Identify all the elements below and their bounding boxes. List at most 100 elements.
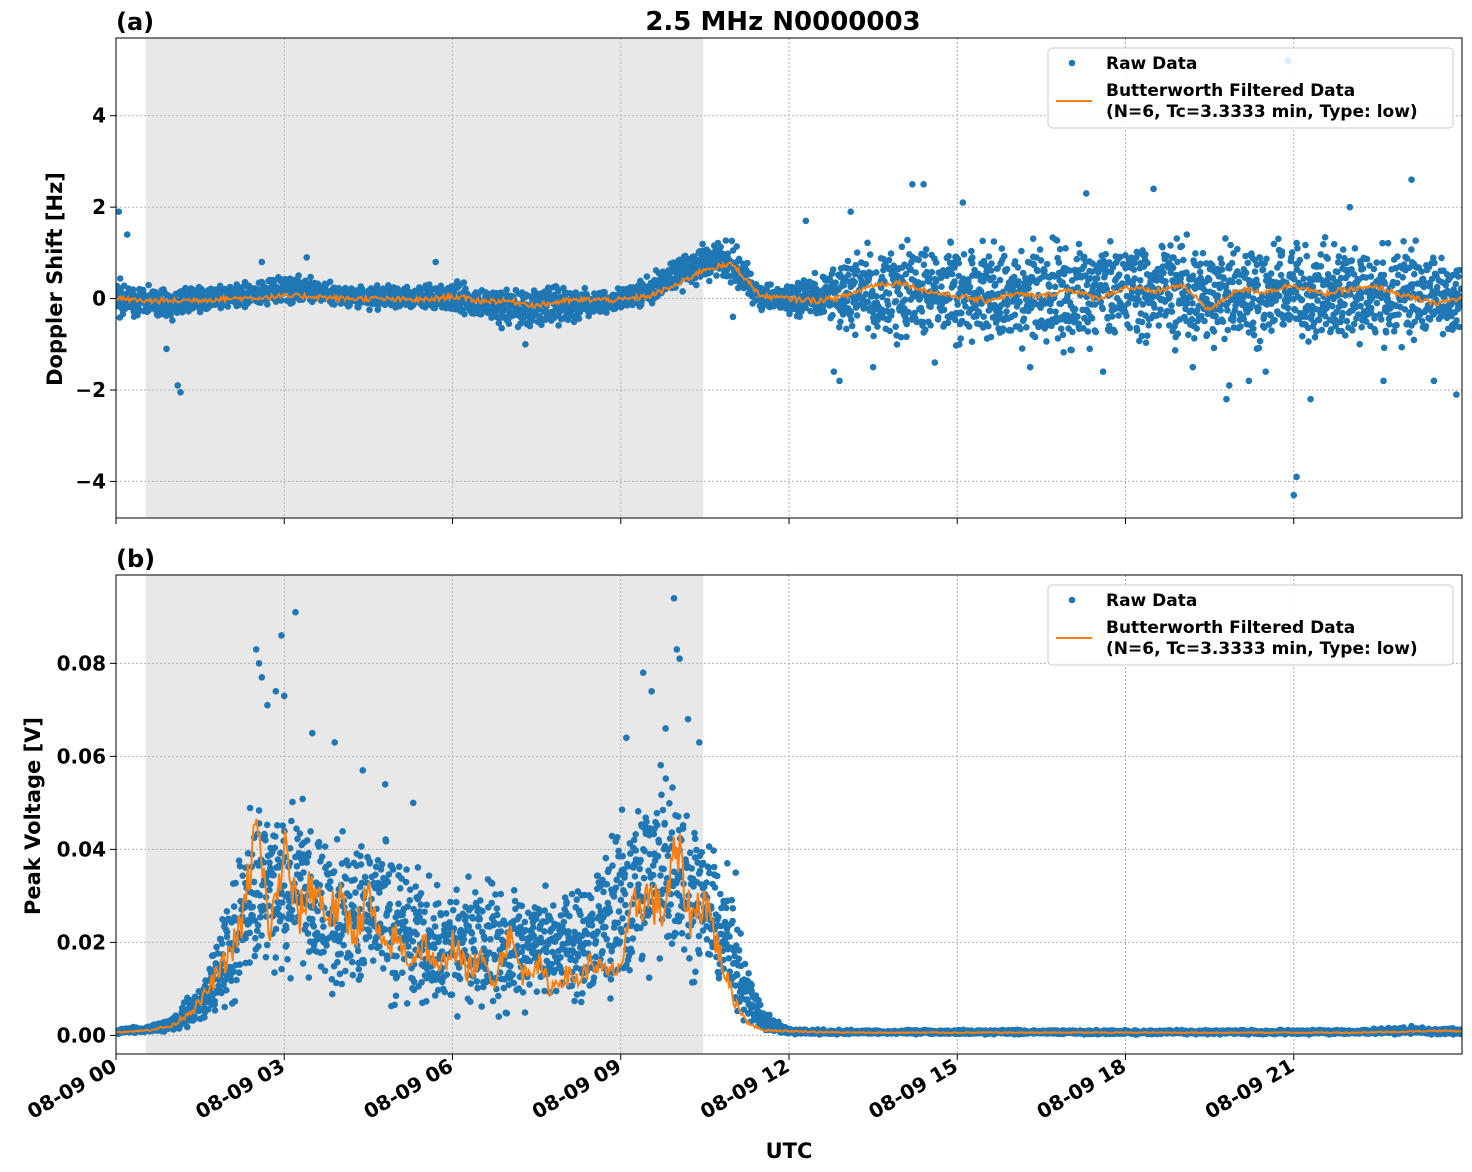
panel-b-raw-point [487, 935, 494, 943]
panel-a-raw-point [1385, 302, 1393, 309]
panel-a-raw-point [1243, 309, 1251, 316]
panel-a-raw-point [1280, 321, 1287, 328]
panel-a-raw-outlier [1346, 203, 1354, 211]
panel-b-raw-point [473, 978, 481, 985]
panel-a-raw-point [922, 271, 929, 279]
panel-a-raw-point [1189, 300, 1196, 307]
panel-b-raw-point [637, 856, 644, 864]
panel-a-raw-point [1210, 344, 1218, 352]
panel-a-raw-point [1004, 284, 1011, 291]
panel-b-raw-point [518, 948, 526, 956]
panel-b-raw-point [284, 956, 291, 963]
panel-a-raw-point [1056, 277, 1063, 284]
panel-a-raw-point [643, 273, 651, 280]
panel-a-raw-point [1382, 327, 1390, 335]
panel-a-raw-point [957, 335, 964, 342]
panel-a-raw-point [1147, 278, 1154, 286]
panel-b-raw-point [503, 1010, 511, 1017]
panel-a-raw-point [460, 279, 468, 286]
panel-a-raw-point [975, 308, 982, 315]
panel-b-raw-point [511, 897, 519, 905]
panel-b-raw-point [434, 986, 442, 994]
panel-a-raw-point [1131, 275, 1139, 282]
panel-b-raw-point [380, 965, 387, 972]
panel-a-raw-point [931, 275, 939, 283]
panel-a-raw-point [852, 331, 859, 339]
panel-a-raw-point [885, 256, 893, 264]
panel-a-raw-point [374, 302, 382, 309]
panel-b-raw-point [558, 969, 566, 976]
panel-a-raw-point [1169, 264, 1177, 272]
panel-a-raw-point [534, 318, 542, 326]
panel-a-raw-point [1261, 311, 1268, 319]
panel-a-raw-point [683, 261, 690, 269]
panel-a-raw-point [938, 283, 945, 291]
panel-a-raw-point [1334, 268, 1341, 276]
panel-a-raw-point [1192, 250, 1199, 257]
panel-a-raw-point [278, 276, 286, 283]
panel-b-raw-point [585, 939, 592, 947]
panel-a-raw-point [1146, 273, 1154, 280]
panel-a-raw-point [1345, 266, 1353, 274]
panel-b-raw-point [492, 891, 499, 898]
panel-a-raw-point [1448, 301, 1455, 309]
panel-a-raw-point [177, 288, 184, 295]
panel-a-raw-point [1453, 267, 1460, 275]
panel-a-raw-point [1212, 313, 1219, 320]
panel-b-raw-point [632, 831, 639, 838]
panel-a-raw-point [1393, 302, 1400, 310]
panel-a-y-tick-label: −4 [75, 469, 106, 493]
panel-a-raw-point [1442, 311, 1449, 319]
panel-b-raw-point [630, 836, 638, 844]
panel-a-raw-point [1426, 316, 1434, 323]
panel-b-raw-point [260, 906, 268, 913]
panel-a-raw-point [1373, 259, 1380, 266]
panel-a-raw-point [1107, 238, 1114, 245]
panel-a-raw-point [404, 291, 412, 298]
panel-b-raw-point [423, 998, 430, 1005]
panel-a-raw-point [1253, 261, 1261, 269]
panel-a-raw-point [1174, 330, 1182, 338]
panel-b-raw-point [521, 1009, 529, 1016]
panel-a-raw-point [1414, 280, 1421, 288]
panel-a-raw-point [1235, 278, 1243, 286]
panel-a-raw-point [1056, 245, 1064, 253]
panel-a-raw-point [1265, 321, 1273, 328]
panel-a-raw-point [1376, 311, 1384, 318]
panel-a-raw-outlier [1408, 176, 1415, 184]
panel-a-raw-point [1150, 311, 1157, 319]
panel-a-raw-point [1420, 283, 1428, 291]
panel-a-raw-point [1250, 331, 1258, 339]
panel-b-raw-point [662, 775, 670, 782]
panel-a-raw-point [1237, 323, 1244, 330]
panel-a-raw-outlier [920, 180, 927, 188]
panel-a-raw-point [518, 289, 526, 296]
panel-b-raw-point [627, 881, 634, 889]
panel-a-raw-point [1277, 271, 1285, 279]
panel-a-raw-point [1285, 296, 1292, 303]
panel-b-raw-point [321, 967, 329, 975]
panel-b-raw-point [478, 1003, 486, 1010]
panel-a-raw-point [677, 264, 684, 271]
panel-a-raw-point [1048, 271, 1056, 279]
panel-a-raw-point [886, 266, 893, 273]
panel-b-raw-point [272, 925, 280, 933]
panel-b-raw-point [631, 873, 639, 880]
panel-a-raw-point [1077, 272, 1085, 280]
panel-b-raw-point [617, 896, 625, 904]
panel-a-filtered-line [116, 260, 1462, 312]
panel-a-raw-point [388, 301, 395, 309]
panel-a-raw-point [1187, 321, 1194, 328]
panel-a-raw-point [883, 316, 891, 323]
panel-b-raw-point [287, 975, 294, 982]
panel-a-raw-point [1111, 303, 1118, 311]
panel-b-raw-point [330, 868, 338, 875]
panel-a-raw-point [284, 282, 292, 289]
panel-a-raw-point [1338, 327, 1345, 335]
panel-a-raw-point [1387, 313, 1394, 320]
panel-b-raw-point [423, 901, 431, 909]
panel-a-raw-point [319, 286, 327, 293]
panel-a-raw-point [1027, 304, 1035, 312]
panel-a-raw-point [1018, 247, 1025, 255]
